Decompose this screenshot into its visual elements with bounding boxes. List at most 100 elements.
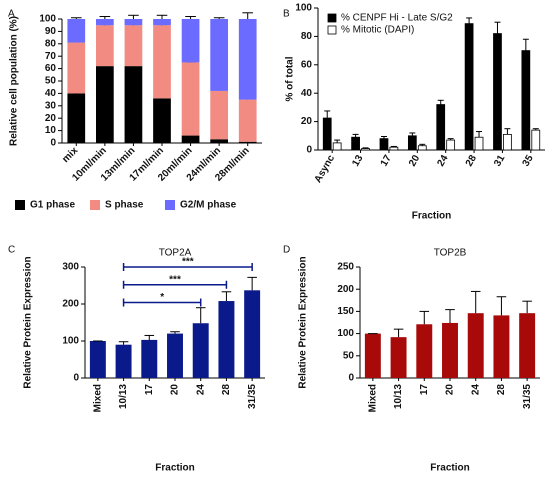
bar [519,313,536,378]
y-tick-label: 20 [45,113,57,124]
x-tick-label: 31/35 [522,384,533,409]
bar-segment [124,19,143,26]
x-tick-label: 17 [144,384,155,396]
y-tick-label: 0 [73,373,79,384]
bar-segment [238,141,257,143]
x-tick-label: 28 [221,384,232,396]
y-tick-label: 100 [39,14,56,25]
bar [467,313,484,378]
y-tick-label: 0 [50,138,56,149]
x-tick-label: 31 [492,153,507,169]
bar [244,290,261,378]
y-tick-label: 70 [45,51,57,62]
bar [464,23,474,151]
y-axis-label: Relative Protein Expression [298,256,309,388]
bar [417,145,427,151]
x-tick-label: mix [60,145,80,165]
bar-segment [153,19,171,26]
bar [531,129,541,151]
y-tick-label: 0 [348,373,354,384]
bar [361,148,370,151]
bar-segment [181,62,200,136]
bar-segment [67,93,86,143]
bar-segment [124,66,143,143]
x-tick-label: Mixed [92,384,103,412]
y-tick-label: 200 [337,284,354,295]
bar [389,146,399,151]
chart-title: TOP2B [434,248,467,259]
significance-label: *** [169,274,181,285]
y-tick-label: 100 [337,328,354,339]
bar [407,135,417,151]
significance-label: *** [182,257,194,268]
x-tick-label: 24 [195,384,206,396]
x-tick-label: 20 [445,384,456,396]
x-axis-label: Fraction [430,463,469,474]
y-tick-label: 10 [45,125,57,136]
bar [474,136,484,151]
panel-label: A [8,9,15,20]
bar-segment [210,139,228,143]
bar [436,104,446,151]
y-tick-label: 20 [301,116,313,127]
bar [218,301,235,378]
x-tick-label: 20 [407,153,422,169]
panel-label: B [283,9,290,20]
x-tick-label: 24 [435,153,450,169]
y-axis-label: % of total [285,56,296,101]
y-tick-label: 40 [45,88,57,99]
y-tick-label: 50 [343,350,355,361]
bar [493,33,502,151]
y-tick-label: 250 [337,262,354,273]
x-tick-label: 24 [470,384,481,396]
bar [416,324,433,378]
bar [364,333,381,378]
bar [493,315,510,378]
x-axis-label: Fraction [155,463,194,474]
panel-label: D [283,245,290,256]
bar-segment [181,19,200,63]
bar-segment [67,42,86,94]
y-tick-label: 200 [62,299,79,310]
x-tick-label: 35 [521,153,536,169]
bar-segment [124,25,143,67]
bar [167,333,183,378]
y-tick-label: 100 [295,3,312,14]
bar-segment [210,90,228,140]
y-tick-label: 80 [301,31,313,42]
y-axis-label: Relative cell population (%) [9,16,20,146]
y-axis-label: Relative Protein Expression [23,256,34,388]
x-tick-label: 28 [464,153,479,169]
y-tick-label: 60 [301,59,313,70]
x-tick-label: Async [313,153,338,185]
significance-label: * [160,292,164,303]
bar [332,142,342,151]
bar [192,323,209,378]
legend-swatch [15,200,25,210]
y-tick-label: 80 [45,38,57,49]
x-tick-label: 31/35 [247,384,258,409]
x-tick-label: 20 [170,384,181,396]
bar [379,138,389,151]
bar [322,117,332,151]
x-tick-label: 13 [350,153,365,169]
y-tick-label: 90 [45,26,57,37]
legend-label: % CENPF Hi - Late S/G2 [341,13,453,24]
y-tick-label: 300 [62,262,79,273]
x-tick-label: 17 [419,384,430,396]
bar-segment [153,98,171,143]
x-axis-label: Fraction [412,211,451,222]
legend-swatch [165,200,175,210]
legend-label: S phase [105,200,144,211]
y-tick-label: 30 [45,100,57,111]
y-tick-label: 100 [62,336,79,347]
x-tick-label: 10/13 [118,384,129,409]
legend-swatch [90,200,100,210]
bar [521,50,531,151]
x-tick-label: Mixed [367,384,378,412]
bar [89,341,106,378]
bar-segment [153,25,171,99]
bar-segment [96,19,114,26]
legend-label: % Mitotic (DAPI) [341,25,414,36]
